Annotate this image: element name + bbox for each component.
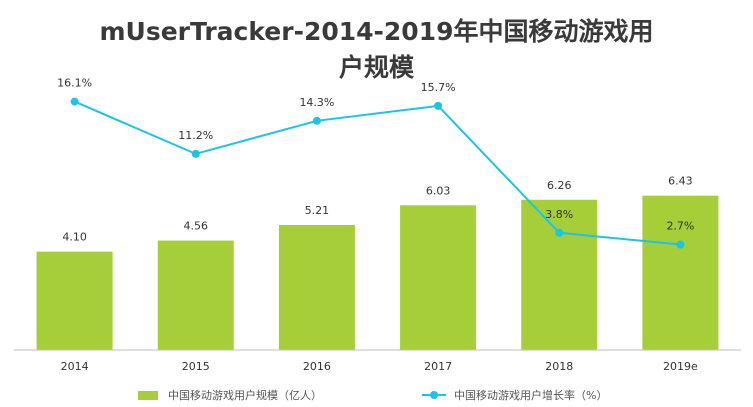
legend-label-growth: 中国移动游戏用户增长率（%） — [454, 389, 608, 402]
bar-2017 — [400, 205, 477, 350]
x-tick-2018: 2018 — [545, 360, 573, 373]
legend-line-swatch — [422, 391, 446, 399]
growth-rate-line — [74, 100, 681, 246]
bar-series — [36, 195, 719, 350]
growth-point-2014 — [70, 97, 79, 106]
x-tick-2017: 2017 — [424, 360, 452, 373]
chart-title-line-1: mUserTracker-2014-2019年中国移动游戏用 — [99, 17, 654, 46]
bar-label-2015: 4.56 — [184, 220, 209, 233]
growth-label-2016: 14.3% — [299, 96, 334, 109]
x-tick-2014: 2014 — [61, 360, 89, 373]
legend-bar-swatch — [138, 390, 158, 400]
chart-legend: 中国移动游戏用户规模（亿人） 中国移动游戏用户增长率（%） — [0, 387, 753, 407]
legend-item-users: 中国移动游戏用户规模（亿人） — [138, 387, 322, 403]
bar-2014 — [36, 251, 113, 350]
growth-rate-series: 16.1% 11.2% 14.3% 15.7% 3.8% 2.7% — [57, 77, 694, 249]
x-tick-2019e: 2019e — [663, 360, 698, 373]
legend-label-users: 中国移动游戏用户规模（亿人） — [168, 389, 322, 402]
bar-label-2018: 6.26 — [547, 179, 572, 192]
growth-label-2018: 3.8% — [545, 208, 573, 221]
bar-2018 — [521, 199, 598, 350]
chart-title-line-2: 户规模 — [338, 53, 414, 82]
bar-2019e — [642, 195, 719, 350]
bar-label-2019e: 6.43 — [668, 175, 693, 188]
growth-point-2015 — [191, 149, 200, 158]
bar-2016 — [278, 224, 355, 350]
bar-label-2017: 6.03 — [426, 184, 451, 197]
x-tick-2015: 2015 — [182, 360, 210, 373]
x-tick-2016: 2016 — [303, 360, 331, 373]
bar-label-2016: 5.21 — [305, 204, 330, 217]
bar-2015 — [157, 240, 234, 350]
x-axis-tick-labels: 2014 2015 2016 2017 2018 2019e — [61, 360, 698, 373]
growth-label-2017: 15.7% — [421, 81, 456, 94]
growth-label-2014: 16.1% — [57, 77, 92, 90]
growth-point-2017 — [434, 101, 443, 110]
bar-label-2014: 4.10 — [62, 231, 87, 244]
growth-point-2016 — [312, 116, 321, 125]
legend-item-growth: 中国移动游戏用户增长率（%） — [422, 387, 607, 403]
growth-label-2015: 11.2% — [178, 129, 213, 142]
growth-point-2019e — [676, 240, 685, 249]
growth-label-2019e: 2.7% — [666, 220, 694, 233]
growth-point-2018 — [555, 228, 564, 237]
chart-title: mUserTracker-2014-2019年中国移动游戏用 户规模 — [0, 14, 753, 86]
bar-value-labels: 4.10 4.56 5.21 6.03 6.26 6.43 — [62, 175, 692, 244]
